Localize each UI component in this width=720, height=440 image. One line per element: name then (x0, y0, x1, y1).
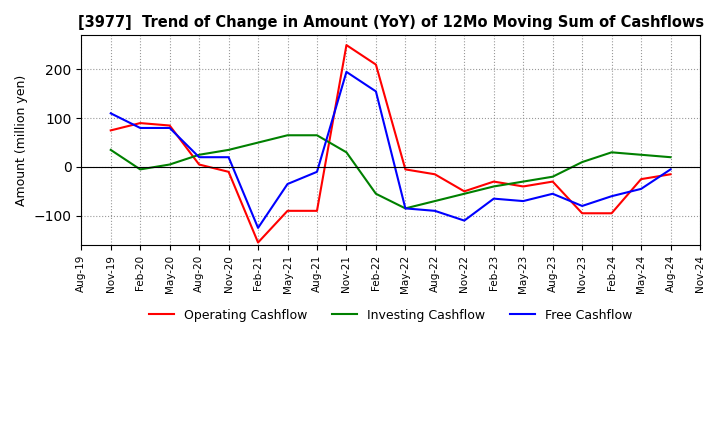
Y-axis label: Amount (million yen): Amount (million yen) (15, 74, 28, 206)
Free Cashflow (372, 89, 380, 94)
Free Cashflow (401, 206, 410, 211)
Operating Cashflow (578, 211, 587, 216)
Free Cashflow (166, 125, 174, 131)
Investing Cashflow (372, 191, 380, 196)
Operating Cashflow (342, 42, 351, 48)
Line: Operating Cashflow: Operating Cashflow (111, 45, 670, 242)
Investing Cashflow (490, 184, 498, 189)
Operating Cashflow (372, 62, 380, 67)
Operating Cashflow (549, 179, 557, 184)
Free Cashflow (666, 167, 675, 172)
Line: Free Cashflow: Free Cashflow (111, 72, 670, 228)
Operating Cashflow (666, 172, 675, 177)
Free Cashflow (460, 218, 469, 223)
Investing Cashflow (107, 147, 115, 153)
Free Cashflow (136, 125, 145, 131)
Investing Cashflow (460, 191, 469, 196)
Free Cashflow (107, 111, 115, 116)
Investing Cashflow (253, 140, 262, 145)
Operating Cashflow (312, 208, 321, 213)
Free Cashflow (224, 154, 233, 160)
Free Cashflow (312, 169, 321, 175)
Operating Cashflow (136, 121, 145, 126)
Operating Cashflow (431, 172, 439, 177)
Investing Cashflow (401, 206, 410, 211)
Title: [3977]  Trend of Change in Amount (YoY) of 12Mo Moving Sum of Cashflows: [3977] Trend of Change in Amount (YoY) o… (78, 15, 703, 30)
Operating Cashflow (460, 189, 469, 194)
Free Cashflow (283, 181, 292, 187)
Operating Cashflow (224, 169, 233, 175)
Free Cashflow (431, 208, 439, 213)
Operating Cashflow (166, 123, 174, 128)
Free Cashflow (549, 191, 557, 196)
Investing Cashflow (607, 150, 616, 155)
Investing Cashflow (195, 152, 204, 158)
Investing Cashflow (431, 198, 439, 204)
Operating Cashflow (107, 128, 115, 133)
Free Cashflow (578, 203, 587, 209)
Investing Cashflow (578, 159, 587, 165)
Investing Cashflow (312, 132, 321, 138)
Investing Cashflow (283, 132, 292, 138)
Operating Cashflow (283, 208, 292, 213)
Free Cashflow (607, 194, 616, 199)
Free Cashflow (490, 196, 498, 201)
Investing Cashflow (549, 174, 557, 180)
Free Cashflow (253, 225, 262, 231)
Operating Cashflow (490, 179, 498, 184)
Operating Cashflow (253, 240, 262, 245)
Investing Cashflow (136, 167, 145, 172)
Operating Cashflow (195, 162, 204, 167)
Investing Cashflow (519, 179, 528, 184)
Free Cashflow (636, 186, 645, 191)
Operating Cashflow (636, 176, 645, 182)
Line: Investing Cashflow: Investing Cashflow (111, 135, 670, 209)
Investing Cashflow (166, 162, 174, 167)
Investing Cashflow (636, 152, 645, 158)
Operating Cashflow (519, 184, 528, 189)
Free Cashflow (342, 69, 351, 74)
Free Cashflow (519, 198, 528, 204)
Investing Cashflow (342, 150, 351, 155)
Operating Cashflow (607, 211, 616, 216)
Legend: Operating Cashflow, Investing Cashflow, Free Cashflow: Operating Cashflow, Investing Cashflow, … (144, 304, 638, 327)
Investing Cashflow (224, 147, 233, 153)
Operating Cashflow (401, 167, 410, 172)
Investing Cashflow (666, 154, 675, 160)
Free Cashflow (195, 154, 204, 160)
